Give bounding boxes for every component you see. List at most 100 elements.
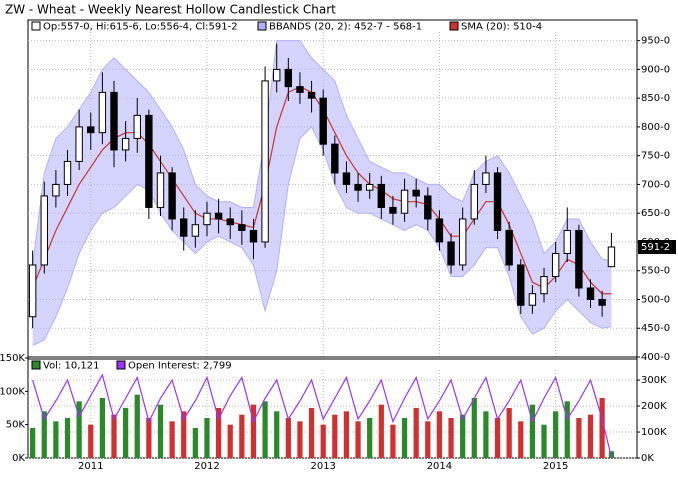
candle-body bbox=[470, 183, 478, 220]
volume-bar bbox=[192, 428, 198, 458]
candle-body bbox=[517, 264, 525, 306]
candle-body bbox=[331, 143, 339, 174]
candle-body bbox=[63, 160, 72, 185]
y2-tick-label: 300K bbox=[641, 375, 667, 386]
last-price-box bbox=[638, 239, 676, 254]
last-price-label: 591-2 bbox=[641, 242, 670, 253]
volume-bar bbox=[134, 394, 140, 458]
candle-body bbox=[540, 275, 548, 295]
legend-label: Vol: 10,121 bbox=[43, 361, 100, 372]
volume-bar bbox=[274, 411, 280, 458]
volume-bar bbox=[123, 408, 129, 458]
y-tick-label: 150K bbox=[0, 353, 25, 364]
candle-body bbox=[493, 172, 502, 231]
volume-bar bbox=[157, 404, 164, 458]
candle-body bbox=[412, 189, 420, 197]
legend-swatch bbox=[31, 360, 41, 370]
volume-bar bbox=[541, 424, 547, 458]
candle-body bbox=[249, 229, 258, 243]
candle-body bbox=[180, 218, 188, 237]
volume-bar bbox=[367, 418, 373, 458]
candle-body bbox=[191, 224, 200, 237]
volume-bar bbox=[378, 404, 384, 458]
candle-body bbox=[203, 212, 211, 226]
y-tick-label: 650-0 bbox=[641, 208, 670, 219]
volume-bar bbox=[53, 421, 59, 458]
volume-bar bbox=[599, 398, 605, 458]
candle-body bbox=[156, 172, 165, 208]
volume-bar bbox=[88, 424, 94, 458]
legend-label: Open Interest: 2,799 bbox=[128, 361, 232, 372]
candle-body bbox=[458, 218, 467, 266]
candle-body bbox=[261, 80, 269, 243]
volume-bar bbox=[343, 411, 350, 458]
candle-body bbox=[226, 218, 234, 226]
volume-bar bbox=[587, 414, 594, 458]
y-tick-label: 0K bbox=[12, 453, 25, 464]
candle-body bbox=[133, 114, 141, 139]
candle-body bbox=[482, 172, 490, 185]
x-tick-label: 2014 bbox=[427, 461, 452, 472]
y-tick-label: 950-0 bbox=[641, 36, 670, 47]
legend-swatch bbox=[257, 21, 267, 31]
candle-body bbox=[52, 183, 60, 197]
volume-bar bbox=[204, 418, 210, 458]
y-tick-label: 500-0 bbox=[641, 294, 670, 305]
volume-bar bbox=[41, 411, 47, 458]
candle-body bbox=[528, 293, 537, 306]
volume-bar bbox=[494, 418, 501, 458]
volume-bar bbox=[181, 411, 187, 458]
y-tick-label: 100K bbox=[0, 386, 25, 397]
volume-bar bbox=[460, 414, 466, 458]
candle-body bbox=[214, 212, 223, 220]
candle-body bbox=[296, 86, 304, 93]
candle-body bbox=[284, 68, 293, 88]
volume-bar bbox=[471, 398, 477, 458]
y-tick-label: 550-0 bbox=[641, 266, 670, 277]
bollinger-band bbox=[32, 40, 612, 346]
legend-swatch bbox=[31, 21, 41, 31]
y-tick-label: 900-0 bbox=[641, 64, 670, 75]
volume-bar bbox=[413, 408, 419, 458]
y2-tick-label: 200K bbox=[641, 401, 667, 412]
volume-bar bbox=[332, 414, 338, 458]
volume-bar bbox=[111, 414, 117, 458]
volume-bar bbox=[285, 418, 291, 458]
candle-body bbox=[563, 229, 571, 254]
volume-bar bbox=[250, 404, 257, 458]
volume-bar bbox=[401, 418, 408, 458]
candle-body bbox=[400, 189, 409, 214]
y-tick-label: 850-0 bbox=[641, 93, 670, 104]
candle-body bbox=[342, 172, 351, 185]
legend-label: BBANDS (20, 2): 452-7 - 568-1 bbox=[269, 22, 422, 33]
volume-bar bbox=[576, 418, 582, 458]
candle-body bbox=[307, 91, 316, 99]
legend-label: Op:557-0, Hi:615-6, Lo:556-4, Cl:591-2 bbox=[43, 22, 238, 33]
volume-bar bbox=[30, 428, 36, 458]
candle-body bbox=[121, 137, 130, 151]
y-tick-label: 700-0 bbox=[641, 179, 670, 190]
open-interest-line bbox=[32, 373, 613, 458]
y-tick-label: 400-0 bbox=[641, 352, 670, 363]
legend-bg bbox=[29, 360, 636, 370]
candle-body bbox=[110, 91, 118, 151]
volume-bar bbox=[308, 408, 315, 458]
y2-tick-label: 100K bbox=[641, 427, 667, 438]
volume-bar bbox=[390, 424, 396, 458]
candle-body bbox=[607, 246, 616, 268]
candle-body bbox=[168, 172, 176, 220]
candle-body bbox=[551, 252, 560, 277]
candle-body bbox=[377, 183, 386, 208]
volume-bar bbox=[355, 421, 361, 458]
volume-bar bbox=[564, 401, 570, 458]
candle-body bbox=[598, 298, 606, 306]
legend-swatch bbox=[449, 21, 459, 31]
y-tick-label: 800-0 bbox=[641, 122, 670, 133]
candle-body bbox=[28, 264, 37, 318]
candle-body bbox=[447, 241, 455, 266]
candle-body bbox=[319, 97, 327, 145]
volume-bar bbox=[64, 418, 71, 458]
x-tick-label: 2013 bbox=[310, 461, 335, 472]
